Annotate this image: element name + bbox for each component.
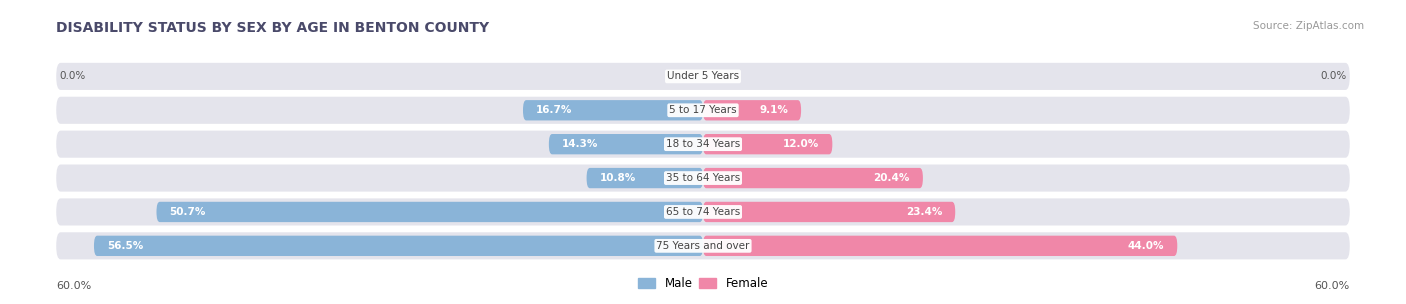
FancyBboxPatch shape [56,199,1350,226]
Text: 0.0%: 0.0% [59,71,86,81]
Text: 50.7%: 50.7% [170,207,205,217]
FancyBboxPatch shape [586,168,703,188]
FancyBboxPatch shape [703,134,832,154]
Text: 44.0%: 44.0% [1128,241,1164,251]
FancyBboxPatch shape [56,97,1350,124]
Text: DISABILITY STATUS BY SEX BY AGE IN BENTON COUNTY: DISABILITY STATUS BY SEX BY AGE IN BENTO… [56,21,489,35]
Text: 35 to 64 Years: 35 to 64 Years [666,173,740,183]
Text: 75 Years and over: 75 Years and over [657,241,749,251]
Text: 20.4%: 20.4% [873,173,910,183]
Text: 16.7%: 16.7% [536,105,572,115]
Text: 56.5%: 56.5% [107,241,143,251]
Text: 23.4%: 23.4% [905,207,942,217]
Text: 65 to 74 Years: 65 to 74 Years [666,207,740,217]
Text: 60.0%: 60.0% [1315,281,1350,291]
FancyBboxPatch shape [56,131,1350,158]
Text: 14.3%: 14.3% [562,139,598,149]
FancyBboxPatch shape [703,100,801,120]
Text: Under 5 Years: Under 5 Years [666,71,740,81]
FancyBboxPatch shape [56,232,1350,259]
FancyBboxPatch shape [548,134,703,154]
FancyBboxPatch shape [703,168,922,188]
Legend: Male, Female: Male, Female [633,273,773,295]
Text: 5 to 17 Years: 5 to 17 Years [669,105,737,115]
FancyBboxPatch shape [703,202,955,222]
FancyBboxPatch shape [56,63,1350,90]
Text: 18 to 34 Years: 18 to 34 Years [666,139,740,149]
Text: 0.0%: 0.0% [1320,71,1347,81]
FancyBboxPatch shape [523,100,703,120]
FancyBboxPatch shape [94,236,703,256]
Text: Source: ZipAtlas.com: Source: ZipAtlas.com [1253,21,1364,31]
FancyBboxPatch shape [56,164,1350,192]
Text: 9.1%: 9.1% [759,105,789,115]
Text: 60.0%: 60.0% [56,281,91,291]
Text: 10.8%: 10.8% [599,173,636,183]
FancyBboxPatch shape [703,236,1177,256]
Text: 12.0%: 12.0% [783,139,820,149]
FancyBboxPatch shape [156,202,703,222]
